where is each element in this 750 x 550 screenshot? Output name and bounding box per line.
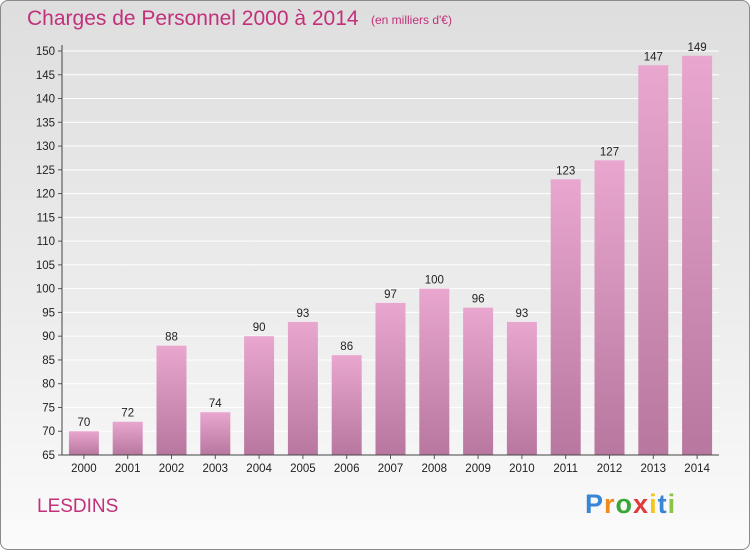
bar-2001 [112,421,143,455]
data-label-2002: 88 [165,332,178,344]
data-label-2011: 123 [556,165,575,177]
data-label-2012: 127 [600,146,619,158]
y-tick-label: 70 [42,426,55,438]
y-tick-label: 65 [42,450,55,462]
y-tick-label: 120 [36,189,55,201]
data-label-2013: 147 [644,51,663,63]
logo-letter: t [657,489,668,519]
x-tick-label: 2004 [246,463,272,475]
bar-2004 [244,336,275,455]
x-tick-label: 2006 [334,463,360,475]
data-label-2008: 100 [425,275,444,287]
chart-subtitle: (en milliers d'€) [371,13,452,27]
y-tick-label: 145 [36,70,55,82]
proxiti-logo: Proxiti [585,489,676,520]
y-tick-label: 130 [36,141,55,153]
logo-letter: o [615,489,634,519]
x-tick-label: 2002 [159,463,185,475]
data-label-2001: 72 [121,408,134,420]
x-tick-label: 2010 [509,463,535,475]
y-tick-label: 135 [36,117,55,129]
y-tick-label: 80 [42,379,55,391]
bar-2003 [200,412,231,455]
bar-2011 [550,179,581,455]
x-tick-label: 2005 [290,463,316,475]
x-tick-label: 2009 [465,463,491,475]
y-tick-label: 150 [36,46,55,58]
logo-letter: i [649,489,658,519]
bar-2002 [156,345,187,455]
bars: 70 72 88 74 90 93 86 97 100 96 93 123 127 147 149 [68,42,713,456]
x-tick-label: 2014 [684,463,710,475]
data-label-2009: 96 [472,294,485,306]
bar-2005 [287,321,318,455]
logo-letter: r [604,489,616,519]
bar-2000 [68,431,99,455]
x-tick-label: 2000 [71,463,97,475]
y-tick-label: 85 [42,355,55,367]
bar-2010 [506,321,537,455]
x-tick-label: 2008 [422,463,448,475]
data-label-2003: 74 [209,398,222,410]
axes: 65 70 75 80 85 90 95 100 105 110 115 120 125 130 135 14… [36,45,719,475]
chart-title: Charges de Personnel 2000 à 2014 [27,7,359,30]
logo-letter: P [585,489,605,519]
bar-2012 [594,160,625,456]
x-tick-label: 2012 [597,463,623,475]
logo-letter: i [667,489,677,519]
data-label-2006: 86 [340,341,353,353]
y-tick-label: 100 [36,284,55,296]
y-tick-label: 125 [36,165,55,177]
x-tick-label: 2011 [553,463,578,475]
y-tick-label: 110 [37,236,55,248]
y-tick-label: 105 [36,260,55,272]
commune-name: LESDINS [37,496,119,517]
y-tick-label: 140 [36,94,55,106]
y-tick-label: 75 [42,402,55,414]
data-label-2005: 93 [297,308,310,320]
bar-2006 [331,355,362,455]
y-tick-label: 90 [42,331,55,343]
logo-letters: Proxiti [585,489,676,520]
y-tick-label: 95 [42,307,55,319]
x-tick-label: 2013 [641,463,667,475]
bar-2007 [375,302,406,455]
bar-2013 [638,65,669,456]
data-label-2000: 70 [78,417,91,429]
bar-2014 [682,55,713,456]
bar-2008 [419,288,450,455]
data-label-2010: 93 [516,308,529,320]
data-label-2004: 90 [253,322,266,334]
y-tick-label: 115 [37,212,55,224]
x-tick-label: 2001 [115,463,141,475]
logo-letter: x [633,489,650,519]
data-label-2007: 97 [384,289,397,301]
data-label-2014: 149 [688,42,707,54]
bar-2009 [463,307,494,455]
x-tick-label: 2007 [378,463,404,475]
x-tick-label: 2003 [203,463,229,475]
